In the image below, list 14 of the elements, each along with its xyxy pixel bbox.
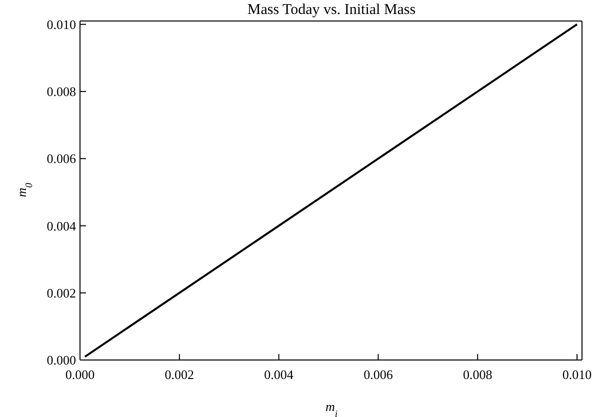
y-tick-label: 0.002 bbox=[46, 285, 76, 300]
x-tick-label: 0.000 bbox=[65, 367, 95, 382]
y-tick-label: 0.000 bbox=[46, 352, 76, 368]
y-tick-label: 0.010 bbox=[46, 16, 76, 32]
x-tick-label: 0.006 bbox=[364, 367, 394, 382]
y-tick-label: 0.006 bbox=[46, 151, 76, 166]
x-axis-title: m$_{i}$ bbox=[325, 399, 338, 417]
y-tick-label: 0.008 bbox=[46, 84, 76, 100]
x-tick-label: 0.010 bbox=[562, 367, 592, 382]
chart-title: Mass Today vs. Initial Mass bbox=[247, 2, 416, 18]
x-tick-label: 0.008 bbox=[463, 367, 492, 382]
x-tick-label: 0.004 bbox=[264, 367, 294, 382]
x-tick-label: 0.002 bbox=[164, 367, 194, 382]
y-tick-label: 0.004 bbox=[46, 218, 76, 234]
